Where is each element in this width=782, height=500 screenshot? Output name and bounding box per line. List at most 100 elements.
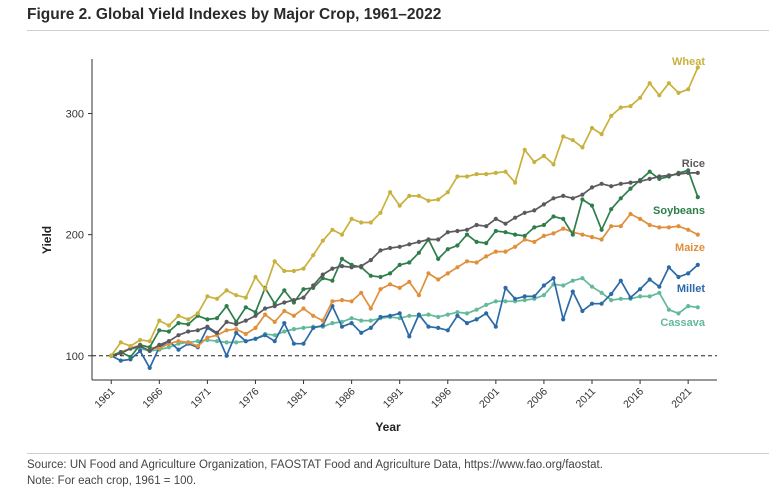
maize-point [426,271,431,276]
x-tick-label: 2006 [525,386,550,411]
millet-point [436,325,441,330]
soybeans-point [561,216,566,221]
maize-point [666,225,672,230]
millet-point [388,313,393,318]
rice-point [551,196,556,201]
source-note: Source: UN Food and Agriculture Organiza… [27,459,603,471]
maize-point [205,335,210,340]
rice-point [291,298,296,303]
rice-point [205,324,210,329]
rice-point [503,221,508,226]
rice-point [570,196,575,201]
soybeans-point [301,287,306,292]
wheat-point [580,145,585,150]
maize-point [339,298,345,303]
wheat-point [609,113,614,118]
soybeans-point [570,232,575,237]
wheat-point [618,105,623,110]
maize-point [522,237,527,242]
millet-point [253,336,258,341]
wheat-point [561,134,566,139]
soybeans-point [253,310,258,315]
cassava-point [464,311,470,316]
maize-point [618,224,623,229]
rice-point [474,222,479,228]
cassava-point [599,290,604,295]
maize-point [503,249,508,254]
rice-point [609,184,614,189]
cassava-point [561,283,566,288]
cassava-point [589,284,595,289]
soybeans-point [580,197,585,202]
maize-point [378,287,383,292]
cassava-point [301,325,306,330]
wheat-point [263,287,268,292]
soybeans-point [388,271,393,276]
soybeans-point [339,256,345,261]
soybeans-point [445,247,450,252]
rice-point [272,304,277,309]
rice-point [253,313,258,318]
wheat-point [330,227,335,232]
soybeans-point [599,227,604,232]
soybeans-point [541,222,547,228]
soybeans-point [484,241,489,246]
cassava-point [686,304,691,309]
maize-point [474,260,479,265]
wheat-point [416,193,421,198]
rice-point [647,176,652,181]
maize-point [561,226,566,231]
soybeans-point [214,316,220,321]
rice-point [195,328,200,333]
y-axis-label: Yield [40,226,54,254]
cassava-label: Cassava [660,317,706,329]
x-tick-label: 1966 [140,386,165,411]
maize-point [628,211,633,217]
x-tick-label: 2011 [574,386,599,411]
millet-point [359,330,364,335]
millet-point [532,294,537,299]
soybeans-point [436,256,441,261]
wheat-point [243,295,248,300]
soybeans-point [551,214,556,219]
millet-point [474,317,479,322]
millet-point [243,339,248,344]
rice-point [330,266,335,271]
millet-point [676,274,681,280]
wheat-point [109,353,114,358]
millet-point [301,341,306,346]
maize-point [243,331,248,337]
millet-point [224,353,229,358]
series-rice [109,170,700,358]
millet-point [147,365,152,370]
millet-point [503,285,508,290]
series-labels: Cassava Millet Maize Soybeans Rice Wheat [653,56,706,329]
rice-point [214,330,220,335]
y-tick-label: 200 [66,230,84,242]
x-tick-label: 1971 [189,386,214,411]
title-divider [27,30,769,31]
rice-point [349,265,354,270]
soybeans-point [282,288,287,293]
rice-point [638,179,643,184]
cassava-point [195,339,200,344]
rice-point [695,170,700,175]
wheat-point [570,138,575,143]
rice-point [676,172,681,177]
millet-point [484,311,489,316]
wheat-point [657,93,662,98]
line-chart: 100 200 300 1961 1966 1971 1976 1981 1986 1991 199… [40,56,717,434]
x-axis-label: Year [375,420,401,434]
rice-point [484,224,489,229]
maize-point [686,227,691,232]
soybeans-point [157,328,162,333]
rice-point [407,242,412,247]
millet-point [416,312,421,317]
maize-point [291,313,296,318]
x-tick-label: 1976 [237,386,262,411]
wheat-point [426,198,431,203]
rice-point [599,181,604,186]
rice-point [397,244,402,249]
rice-point [522,210,527,215]
maize-point [647,222,652,228]
